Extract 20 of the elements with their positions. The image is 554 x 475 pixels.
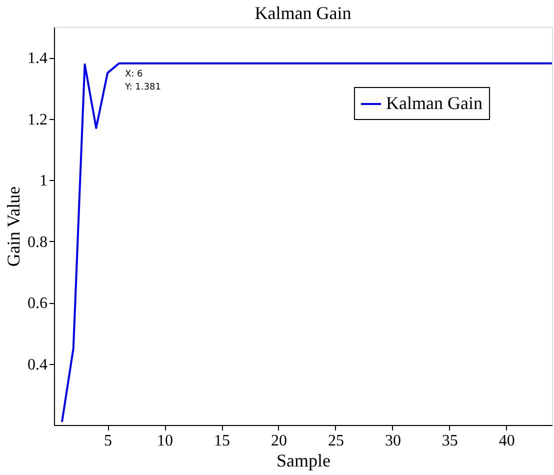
y-tick-label: 0.8 <box>28 234 48 251</box>
x-tick-label: 5 <box>104 432 112 450</box>
x-tick-label: 35 <box>442 432 458 450</box>
chart-title: Kalman Gain <box>254 3 352 23</box>
y-tick-label: 0.6 <box>28 295 48 312</box>
x-tick-label: 15 <box>214 432 230 450</box>
x-axis-title: Sample <box>276 450 330 470</box>
y-tick-label: 1.2 <box>28 111 48 128</box>
x-tick-label: 20 <box>271 432 287 450</box>
legend-label: Kalman Gain <box>386 93 482 113</box>
y-tick-label: 0.4 <box>28 356 48 374</box>
x-tick-label: 30 <box>384 432 401 450</box>
x-tick-label: 40 <box>498 432 515 450</box>
y-tick-label: 1 <box>40 172 48 190</box>
x-tick-label: 10 <box>157 432 174 450</box>
line-series <box>60 62 552 423</box>
y-axis-title: Gain Value <box>4 186 24 267</box>
y-tick-label: 1.4 <box>28 50 48 68</box>
annotation: X: 6 Y: 1.381 <box>124 69 161 92</box>
x-tick-label: 25 <box>328 432 344 450</box>
